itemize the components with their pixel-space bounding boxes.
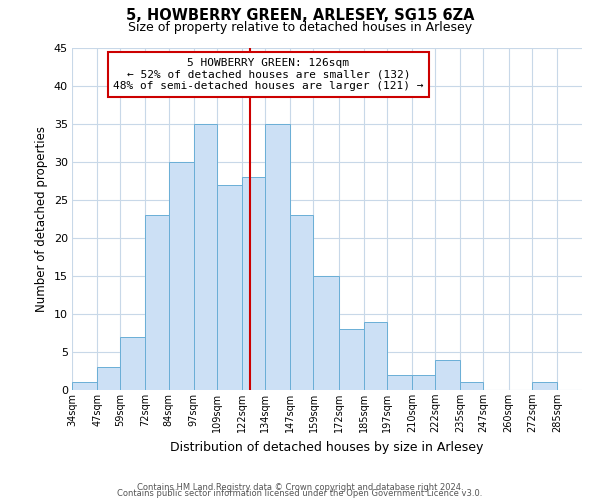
X-axis label: Distribution of detached houses by size in Arlesey: Distribution of detached houses by size … — [170, 440, 484, 454]
Bar — [338, 329, 364, 390]
Text: Size of property relative to detached houses in Arlesey: Size of property relative to detached ho… — [128, 21, 472, 34]
Bar — [460, 382, 484, 390]
Bar — [265, 124, 290, 390]
Bar — [217, 184, 242, 390]
Bar — [290, 215, 313, 390]
Bar — [435, 360, 460, 390]
Bar — [194, 124, 217, 390]
Bar — [313, 276, 338, 390]
Bar — [364, 322, 387, 390]
Bar — [532, 382, 557, 390]
Bar — [120, 336, 145, 390]
Text: Contains public sector information licensed under the Open Government Licence v3: Contains public sector information licen… — [118, 490, 482, 498]
Y-axis label: Number of detached properties: Number of detached properties — [35, 126, 48, 312]
Bar — [387, 375, 412, 390]
Bar — [242, 177, 265, 390]
Bar — [145, 215, 169, 390]
Bar — [97, 367, 120, 390]
Bar — [169, 162, 194, 390]
Text: 5 HOWBERRY GREEN: 126sqm
← 52% of detached houses are smaller (132)
48% of semi-: 5 HOWBERRY GREEN: 126sqm ← 52% of detach… — [113, 58, 424, 91]
Bar — [412, 375, 435, 390]
Text: Contains HM Land Registry data © Crown copyright and database right 2024.: Contains HM Land Registry data © Crown c… — [137, 482, 463, 492]
Text: 5, HOWBERRY GREEN, ARLESEY, SG15 6ZA: 5, HOWBERRY GREEN, ARLESEY, SG15 6ZA — [126, 8, 474, 22]
Bar — [72, 382, 97, 390]
